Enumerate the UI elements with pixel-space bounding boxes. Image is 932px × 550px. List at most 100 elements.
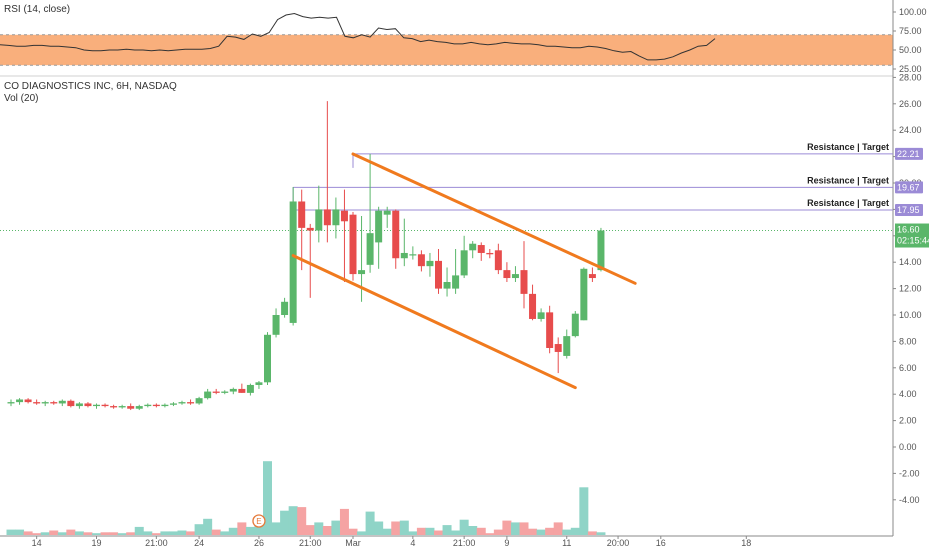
current-price-text: 16.60 [897, 225, 920, 235]
volume-bar [510, 522, 520, 535]
candle-body [435, 260, 442, 289]
candle-body [221, 391, 229, 393]
volume-bar [168, 531, 178, 535]
volume-bar [66, 529, 76, 535]
candle-body [255, 382, 263, 385]
candle-body [323, 209, 331, 226]
candle-body [554, 344, 562, 352]
resistance-price-text: 19.67 [897, 182, 920, 192]
volume-bar [297, 507, 307, 535]
candle-body [101, 404, 109, 407]
volume-bar [382, 528, 392, 535]
volume-bar [74, 531, 84, 535]
volume-bar [536, 529, 546, 535]
channel-trendline [351, 152, 637, 285]
price-tick-label: 8.00 [899, 336, 917, 346]
volume-bar [416, 527, 426, 535]
candle-body [503, 270, 511, 279]
volume-bar [459, 519, 469, 535]
candle-body [520, 270, 528, 294]
candle-body [400, 252, 408, 259]
candle-body [289, 201, 297, 323]
time-tick-label: 20:00 [607, 538, 630, 548]
time-tick-label: 9 [504, 538, 509, 548]
volume-bar [468, 526, 478, 535]
candle-body [41, 402, 49, 404]
time-tick-label: 21:00 [145, 538, 168, 548]
rsi-tick-label: 25.00 [899, 64, 922, 74]
price-tick-label: 12.00 [899, 284, 922, 294]
candle-body [58, 400, 66, 404]
volume-bar [83, 532, 93, 535]
time-tick-label: 4 [410, 538, 415, 548]
candle-body [597, 230, 605, 271]
countdown-text: 02:15:44 [897, 236, 932, 246]
volume-bar [365, 511, 375, 535]
chart-title: CO DIAGNOSTICS INC, 6H, NASDAQ [4, 81, 177, 92]
price-tick-label: -4.00 [899, 495, 920, 505]
candle-body [127, 406, 135, 409]
resistance-label: Resistance | Target [807, 198, 889, 208]
candle-body [443, 282, 451, 289]
candle-body [366, 233, 374, 265]
candle-body [358, 270, 366, 275]
volume-bar [263, 461, 272, 535]
volume-bar [331, 520, 341, 535]
price-tick-label: -2.00 [899, 468, 920, 478]
candle-body [144, 404, 152, 407]
candle-body [298, 201, 306, 228]
candle-body [67, 400, 75, 407]
candle-body [477, 245, 485, 253]
volume-bar [32, 533, 42, 535]
volume-bar [40, 532, 50, 535]
volume-bar [434, 530, 443, 535]
volume-bar [177, 530, 187, 535]
volume-bar [587, 531, 597, 535]
volume-bar [245, 526, 255, 535]
candle-body [204, 391, 212, 399]
candle-body [537, 312, 545, 319]
candle-body [332, 209, 340, 226]
candle-body [75, 403, 83, 407]
volume-bar [117, 533, 127, 535]
rsi-line [0, 12, 716, 61]
volume-bar [579, 487, 589, 535]
volume-bar [339, 508, 349, 535]
volume-bar [15, 529, 25, 535]
candle-body [238, 388, 246, 393]
candle-body [50, 402, 58, 404]
candle-body [349, 214, 357, 275]
volume-bar [451, 530, 461, 535]
price-tick-label: 14.00 [899, 257, 922, 267]
volume-bar [425, 527, 435, 535]
candle-body [340, 210, 348, 222]
volume-bar [493, 529, 503, 535]
candle-body [135, 406, 143, 409]
candle-body [563, 336, 571, 356]
volume-bar [228, 527, 238, 535]
price-tick-label: 10.00 [899, 310, 922, 320]
price-tick-label: 4.00 [899, 389, 917, 399]
price-tick-label: 28.00 [899, 72, 922, 82]
volume-bar [143, 531, 153, 535]
volume-bar [562, 529, 572, 535]
candle-body [152, 404, 160, 407]
volume-bar [194, 524, 204, 535]
time-tick-label: 26 [254, 538, 264, 548]
candle-body [229, 388, 237, 392]
resistance-price-text: 17.95 [897, 205, 920, 215]
time-tick-label: 21:00 [299, 538, 322, 548]
volume-bar [220, 531, 230, 535]
volume-bar [100, 532, 110, 535]
volume-bar [408, 531, 418, 535]
volume-bar [502, 520, 512, 535]
volume-bar [280, 510, 290, 535]
volume-bar [237, 522, 247, 535]
candle-body [529, 293, 537, 319]
price-tick-label: 0.00 [899, 442, 917, 452]
candle-body [315, 209, 323, 231]
candle-body [110, 406, 118, 408]
earnings-icon [252, 514, 266, 528]
volume-bar [322, 526, 332, 535]
